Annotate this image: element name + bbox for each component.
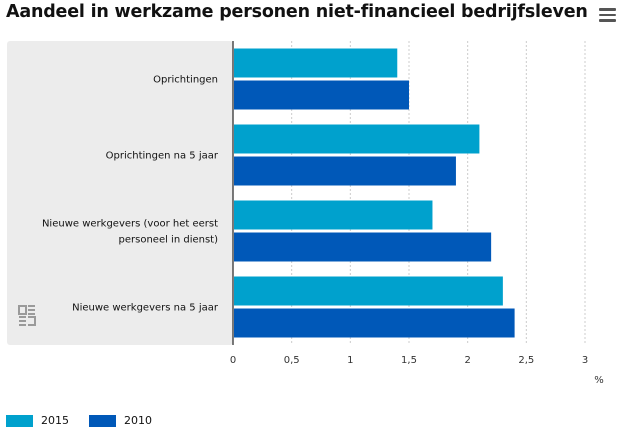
x-axis-label: % [594, 375, 604, 386]
category-label: Oprichtingen [153, 75, 218, 86]
x-tick-label: 2 [464, 355, 470, 366]
legend-swatch [89, 414, 116, 427]
category-label: Nieuwe werkgevers na 5 jaar [72, 303, 219, 314]
bar-2010-4[interactable] [234, 308, 515, 338]
legend-label: 2010 [124, 414, 152, 427]
bar-2015-4[interactable] [234, 276, 503, 306]
category-labels: Oprichtingen Oprichtingen na 5 jaar Nieuwe… [42, 75, 219, 314]
x-tick-labels: 0 0,5 1 1,5 2 2,5 3 [230, 355, 588, 366]
bar-chart: Oprichtingen Oprichtingen na 5 jaar Nieuwe… [7, 41, 604, 386]
x-tick-label: 0 [230, 355, 236, 366]
x-tick-label: 2,5 [518, 355, 534, 366]
bar-2010-3[interactable] [234, 232, 492, 262]
legend-item-2015[interactable]: 2015 [6, 414, 69, 427]
x-tick-label: 1,5 [401, 355, 417, 366]
bars [234, 48, 515, 338]
cbs-logo-icon [18, 305, 36, 326]
category-label: Nieuwe werkgevers (voor het eerst persone… [42, 219, 218, 246]
legend-swatch [6, 414, 33, 427]
bar-2015-2[interactable] [234, 124, 480, 154]
bar-2015-1[interactable] [234, 48, 398, 78]
bar-2015-3[interactable] [234, 200, 433, 230]
bar-2010-1[interactable] [234, 80, 409, 110]
hamburger-menu-icon[interactable] [599, 8, 616, 22]
category-panel [7, 41, 233, 345]
x-tick-label: 3 [582, 355, 588, 366]
category-label: Oprichtingen na 5 jaar [106, 151, 219, 162]
page-title: Aandeel in werkzame personen niet-financ… [6, 2, 588, 22]
x-tick-label: 1 [347, 355, 353, 366]
legend: 2015 2010 [6, 414, 152, 427]
x-tick-label: 0,5 [284, 355, 300, 366]
legend-label: 2015 [41, 414, 69, 427]
bar-2010-2[interactable] [234, 156, 456, 186]
legend-item-2010[interactable]: 2010 [89, 414, 152, 427]
